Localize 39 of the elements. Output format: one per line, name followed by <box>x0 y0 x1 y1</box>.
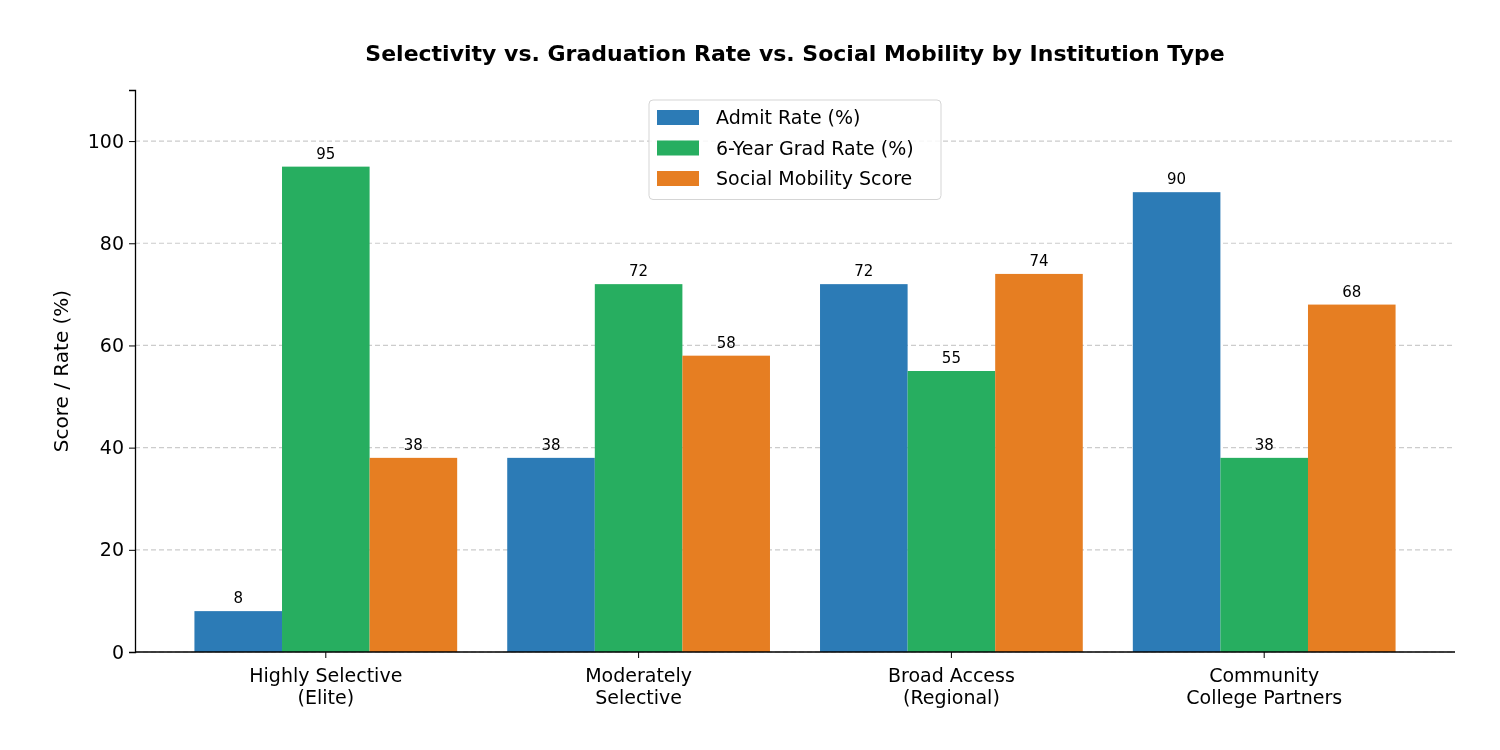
bar <box>594 284 683 652</box>
data-label: 72 <box>629 262 649 281</box>
bar <box>282 166 370 652</box>
x-tick-label: Highly Selective (Elite) <box>249 664 403 708</box>
bar <box>682 355 770 652</box>
bar <box>1307 304 1396 652</box>
x-tick-label: Broad Access (Regional) <box>887 664 1015 708</box>
data-label: 38 <box>1254 435 1274 454</box>
y-tick-label: 40 <box>99 436 124 459</box>
data-label: 74 <box>1029 251 1049 270</box>
chart-title: Selectivity vs. Graduation Rate vs. Social Mobility by Institution Type <box>365 41 1225 66</box>
bar <box>820 284 908 652</box>
legend-label: Admit Rate (%) <box>716 106 861 128</box>
legend-label: 6-Year Grad Rate (%) <box>716 136 914 159</box>
data-label: 38 <box>403 435 423 454</box>
data-label: 55 <box>941 349 961 367</box>
bar <box>507 457 595 652</box>
bar <box>194 611 283 652</box>
y-tick-label: 60 <box>99 334 124 357</box>
y-axis-title: Score / Rate (%) <box>49 289 73 453</box>
bar <box>1132 192 1221 652</box>
bar <box>1220 457 1308 652</box>
data-label: 38 <box>541 435 561 454</box>
bar <box>907 371 996 652</box>
y-tick-label: 20 <box>99 538 124 561</box>
bar <box>995 273 1083 652</box>
x-tick-label: Community College Partners <box>1186 664 1343 708</box>
data-label: 72 <box>854 262 874 281</box>
data-label: 58 <box>716 333 736 352</box>
x-tick-label: Moderately Selective <box>585 664 693 708</box>
y-tick-label: 80 <box>99 231 124 254</box>
data-label: 8 <box>233 589 243 608</box>
data-label: 95 <box>316 144 336 163</box>
y-tick-label: 100 <box>87 129 124 152</box>
legend-label: Social Mobility Score <box>716 167 913 189</box>
data-label: 68 <box>1342 282 1362 301</box>
y-tick-label: 0 <box>111 640 124 663</box>
data-label: 90 <box>1167 170 1187 189</box>
bar <box>369 457 458 652</box>
